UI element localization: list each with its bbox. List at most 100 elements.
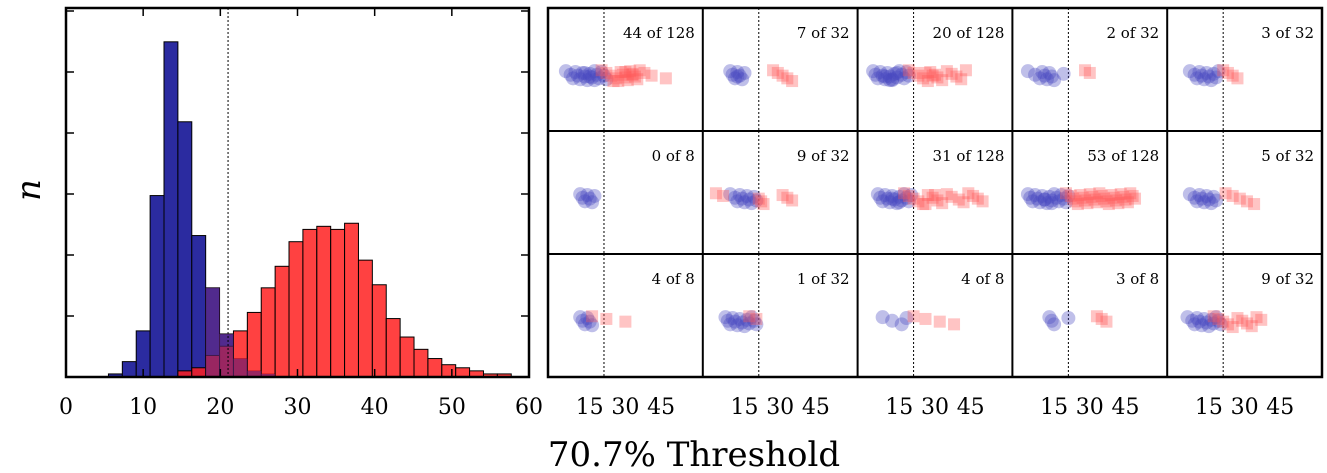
scatter-panel-9: 5 of 32 xyxy=(1166,130,1322,254)
scatter-point-blue xyxy=(744,196,759,211)
scatter-point-red xyxy=(1109,194,1122,207)
scatter-point-blue xyxy=(1020,187,1035,202)
scatter-point-red xyxy=(771,66,784,79)
scatter-point-blue xyxy=(587,188,602,203)
scatter-point-blue xyxy=(1201,69,1216,84)
panel-label: 0 of 8 xyxy=(652,147,695,165)
x-axis-label: 70.7% Threshold xyxy=(548,435,840,473)
scatter-point-blue xyxy=(577,194,592,209)
scatter-point-blue xyxy=(723,317,738,332)
scatter-point-blue xyxy=(580,73,595,88)
scatter-point-blue xyxy=(885,73,900,88)
scatter-panel-13: 3 of 8 xyxy=(1011,253,1168,377)
scatter-point-blue xyxy=(1044,313,1059,328)
scatter-point-red xyxy=(929,189,941,202)
scatter-point-red xyxy=(1112,197,1125,210)
scatter-point-blue xyxy=(1061,188,1076,203)
scatter-point-blue xyxy=(575,65,590,80)
scatter-point-blue xyxy=(901,194,916,209)
scatter-point-red xyxy=(936,197,949,210)
scatter-point-red xyxy=(931,71,944,84)
hist-bar-red-6 xyxy=(260,287,276,378)
scatter-point-blue xyxy=(585,318,600,333)
panel-label: 53 of 128 xyxy=(1087,147,1159,165)
scatter-point-blue xyxy=(742,316,757,331)
scatter-point-red xyxy=(919,312,932,325)
scatter-point-blue xyxy=(1180,310,1195,325)
scatter-panel-6: 9 of 32 xyxy=(701,130,858,254)
scatter-point-blue xyxy=(1035,65,1050,80)
scatter-panel-3: 2 of 32 xyxy=(1011,8,1159,131)
panel-label: 9 of 32 xyxy=(1261,270,1314,288)
scatter-point-red xyxy=(1117,190,1130,203)
scatter-point-blue xyxy=(1056,191,1071,206)
scatter-point-blue xyxy=(1047,317,1062,332)
scatter-point-red xyxy=(1114,188,1127,201)
panel-label: 1 of 32 xyxy=(797,270,850,288)
scatter-point-blue xyxy=(889,70,904,85)
scatter-point-blue xyxy=(1182,187,1197,202)
scatter-point-red xyxy=(940,65,953,78)
scatter-point-blue xyxy=(1044,196,1059,211)
scatter-xtick-label: 45 xyxy=(1266,395,1294,420)
scatter-point-blue xyxy=(596,68,611,83)
scatter-point-blue xyxy=(739,312,754,327)
scatter-point-blue xyxy=(1194,318,1209,333)
scatter-point-blue xyxy=(747,189,762,204)
panel-label: 20 of 128 xyxy=(933,24,1005,42)
scatter-point-red xyxy=(1064,189,1077,202)
scatter-point-blue xyxy=(1204,312,1219,327)
scatter-point-red xyxy=(926,191,939,204)
scatter-point-blue xyxy=(1197,195,1212,210)
hist-xtick-label: 50 xyxy=(438,395,466,420)
scatter-point-red xyxy=(1219,187,1232,200)
scatter-point-blue xyxy=(1204,196,1219,211)
scatter-point-blue xyxy=(1204,73,1219,88)
scatter-point-red xyxy=(612,75,625,88)
scatter-point-red xyxy=(600,312,613,325)
scatter-point-blue xyxy=(897,187,912,202)
scatter-point-red xyxy=(1090,196,1103,209)
scatter-point-red xyxy=(619,315,632,328)
hist-xtick-label: 30 xyxy=(284,395,312,420)
scatter-point-red xyxy=(1079,194,1092,207)
scatter-point-blue xyxy=(882,69,897,84)
panel-label: 3 of 8 xyxy=(1116,270,1159,288)
scatter-point-red xyxy=(959,64,972,77)
hist-bar-red-7 xyxy=(274,265,290,378)
scatter-point-red xyxy=(926,69,939,82)
scatter-panel-14: 9 of 32 xyxy=(1166,253,1322,377)
scatter-point-red xyxy=(776,69,789,82)
scatter-point-red xyxy=(1226,189,1239,202)
hist-bar-red-8 xyxy=(288,241,304,378)
scatter-point-blue xyxy=(570,68,585,83)
scatter-point-red xyxy=(945,190,958,203)
scatter-grid: 44 of 128 7 of 32 20 of 128 2 of 32 3 of 32 0… xyxy=(548,8,1322,377)
scatter-point-red xyxy=(1079,64,1092,77)
scatter-point-red xyxy=(957,196,970,209)
scatter-point-blue xyxy=(1187,67,1202,82)
scatter-point-red xyxy=(912,195,925,208)
scatter-point-blue xyxy=(1206,316,1221,331)
scatter-point-blue xyxy=(742,192,757,207)
scatter-point-blue xyxy=(732,68,747,83)
scatter-point-blue xyxy=(739,188,754,203)
scatter-point-red xyxy=(1121,196,1134,209)
hist-bar-red-11 xyxy=(330,228,346,378)
scatter-point-blue xyxy=(718,310,733,325)
scatter-point-blue xyxy=(887,192,902,207)
hist-bar-red-20 xyxy=(455,367,471,378)
scatter-point-blue xyxy=(749,317,764,332)
scatter-point-blue xyxy=(580,188,595,203)
hist-bar-red-14 xyxy=(371,284,387,378)
scatter-point-blue xyxy=(1190,71,1204,86)
scatter-point-red xyxy=(624,65,637,78)
scatter-point-red xyxy=(921,75,934,88)
scatter-point-red xyxy=(600,66,613,79)
scatter-point-blue xyxy=(1056,66,1071,81)
scatter-point-red xyxy=(902,64,915,77)
scatter-point-red xyxy=(1236,314,1249,327)
scatter-panel-5: 0 of 8 xyxy=(548,130,703,254)
scatter-point-red xyxy=(1250,311,1263,324)
scatter-point-red xyxy=(1102,198,1115,211)
